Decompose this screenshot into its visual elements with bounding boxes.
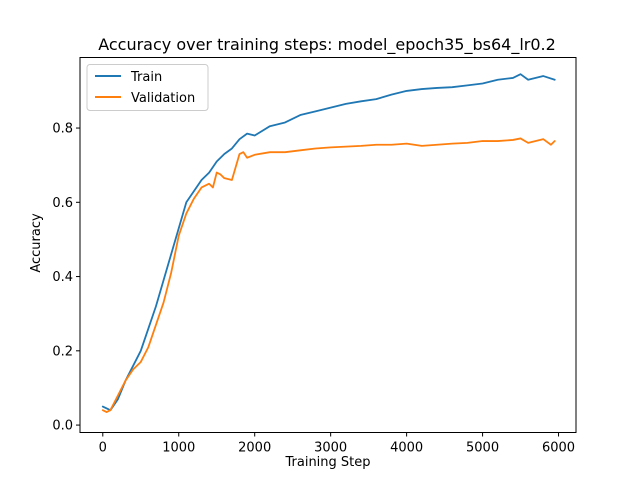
y-tick-label: 0.8	[52, 122, 73, 137]
series-line-validation	[101, 137, 556, 413]
x-tick-label: 4000	[390, 441, 423, 456]
x-axis-title: Training Step	[284, 455, 370, 470]
x-tick-label: 3000	[314, 441, 347, 456]
x-tick-label: 5000	[466, 441, 499, 456]
y-tick-label: 0.0	[52, 419, 73, 434]
y-tick-label: 0.4	[52, 270, 73, 285]
series-line-train	[101, 73, 556, 412]
x-tick-label: 2000	[238, 441, 271, 456]
plot-area-frame	[79, 57, 577, 433]
legend-train-label: Train	[130, 70, 162, 85]
x-tick-label: 6000	[542, 441, 575, 456]
y-tick-label: 0.2	[52, 344, 73, 359]
legend-validation-label: Validation	[131, 91, 195, 106]
chart-title: Accuracy over training steps: model_epoc…	[98, 35, 556, 55]
y-tick-label: 0.6	[52, 196, 73, 211]
y-axis-title: Accuracy	[29, 213, 44, 273]
x-tick-label: 0	[99, 441, 107, 456]
legend: Train Validation	[86, 64, 209, 111]
x-tick-label: 1000	[162, 441, 195, 456]
